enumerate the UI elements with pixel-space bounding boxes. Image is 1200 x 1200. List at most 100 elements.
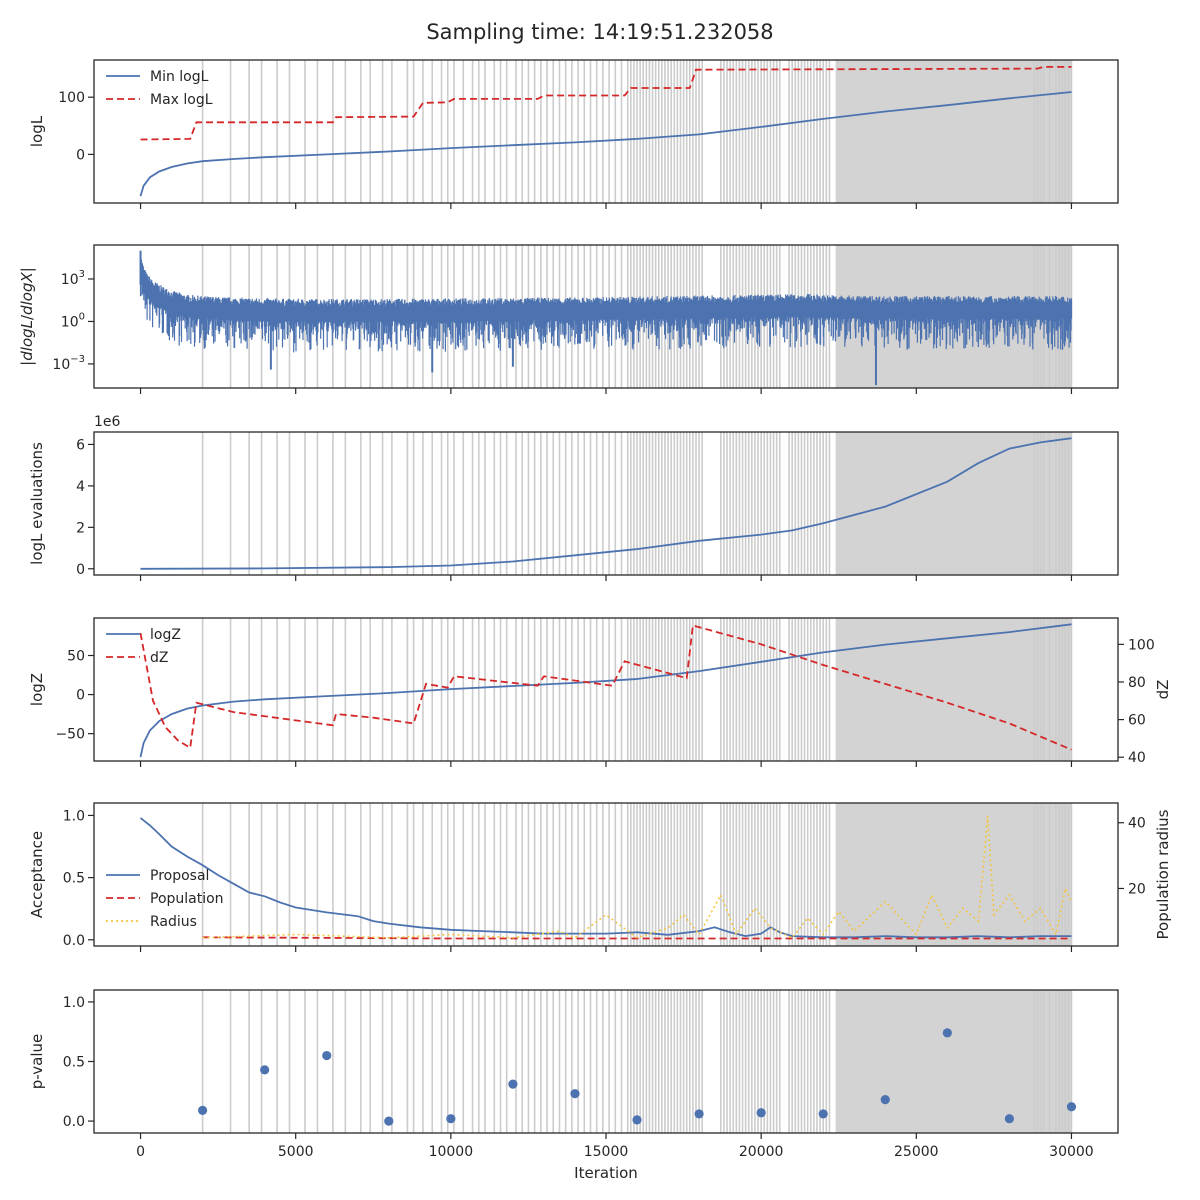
- pvalue-point: [384, 1116, 394, 1126]
- xtick-label: 15000: [584, 1144, 629, 1160]
- legend-label: logZ: [150, 627, 181, 643]
- legend-label: Proposal: [150, 868, 209, 884]
- xtick-label: 20000: [739, 1144, 784, 1160]
- pvalue-point: [198, 1105, 208, 1115]
- series-logl-evaluations: [140, 437, 1072, 570]
- ytick-right-label: 100: [1128, 637, 1155, 653]
- insertion-layer: [201, 60, 1073, 203]
- pvalue-point: [818, 1109, 828, 1119]
- legend-label: Population: [150, 891, 224, 907]
- insertion-shade: [835, 803, 1072, 946]
- series-proposal: [139, 817, 1072, 939]
- xtick-label: 10000: [429, 1144, 474, 1160]
- xtick-label: 5000: [278, 1144, 314, 1160]
- ytick-label: 4: [76, 479, 85, 495]
- yaxis-label-part: d: [18, 305, 36, 315]
- ytick-label: −50: [55, 727, 85, 743]
- insertion-layer: [201, 432, 1073, 575]
- ytick-label: 100: [58, 90, 85, 106]
- yaxis-label: logL evaluations: [28, 442, 46, 565]
- ytick-label: 103: [61, 269, 85, 288]
- series-population: [202, 936, 1072, 940]
- ytick-right-label: 60: [1128, 713, 1146, 729]
- panel-logl: 0 100 logL Min logL Max logL: [28, 59, 1119, 209]
- pvalue-point: [632, 1115, 642, 1125]
- ytick-right-label: 40: [1128, 816, 1146, 832]
- insertion-shade: [835, 990, 1072, 1133]
- insertion-shade: [835, 618, 1072, 761]
- yaxis-label-part: |: [18, 267, 36, 272]
- pvalue-point: [880, 1095, 890, 1105]
- ytick-label: 10−3: [52, 354, 85, 373]
- ytick-label: 0.0: [63, 1114, 85, 1130]
- yaxis-label-part: logL: [18, 320, 36, 351]
- yaxis-right-label: Population radius: [1154, 809, 1172, 939]
- xtick-label: 0: [136, 1144, 145, 1160]
- plot-layer: [139, 816, 1073, 940]
- legend-label: Min logL: [150, 69, 209, 85]
- ytick-label: 0.5: [63, 1055, 85, 1071]
- insertion-layer: [201, 803, 1073, 946]
- ytick-base: 10: [52, 357, 70, 373]
- pvalue-point: [756, 1108, 766, 1118]
- pvalue-point: [1004, 1114, 1014, 1124]
- ytick-label: 6: [76, 437, 85, 453]
- plot-layer: [198, 1028, 1077, 1126]
- figure-title: Sampling time: 14:19:51.232058: [426, 20, 774, 44]
- pvalue-point: [322, 1050, 332, 1061]
- series-dz: [139, 624, 1072, 751]
- panel-evals: 0 2 4 6 logL evaluations 1e6: [28, 414, 1119, 581]
- ytick-label: 1.0: [63, 808, 85, 824]
- xtick-label: 25000: [894, 1144, 939, 1160]
- yaxis-label: |dlogL/dlogX|: [18, 267, 36, 366]
- insertion-shade: [835, 60, 1072, 203]
- panel-pvalue: 0.0 0.5 1.0 0 5000 10000 15000 20000 25000 30000 I…: [28, 989, 1119, 1182]
- series-min-logl: [139, 91, 1072, 197]
- offset-label: 1e6: [94, 414, 121, 430]
- series-logz: [139, 623, 1072, 758]
- ytick-label: 2: [76, 520, 85, 536]
- ytick-base: 10: [61, 272, 79, 288]
- ytick-label: 0: [76, 147, 85, 163]
- plot-layer: [140, 437, 1072, 570]
- insertion-layer: [201, 990, 1073, 1133]
- yaxis-label-part: /: [18, 314, 36, 320]
- plot-layer: [139, 66, 1072, 197]
- pvalue-point: [1066, 1102, 1077, 1112]
- yaxis-label: logZ: [28, 673, 46, 706]
- ytick-right-label: 40: [1128, 750, 1146, 766]
- plot-layer: [139, 250, 1073, 386]
- pvalue-point: [694, 1109, 704, 1119]
- ytick-exponent: 3: [79, 269, 85, 280]
- pvalue-point: [446, 1114, 456, 1124]
- xtick-label: 30000: [1049, 1144, 1094, 1160]
- ytick-label: 50: [67, 649, 85, 665]
- ytick-right-label: 20: [1128, 881, 1146, 897]
- insertion-layer: [201, 618, 1073, 761]
- yaxis-label-part: |: [18, 361, 36, 366]
- ytick-exponent: −3: [70, 354, 85, 365]
- xaxis-label: Iteration: [574, 1164, 638, 1182]
- ytick-label: 0: [76, 688, 85, 704]
- pvalue-point: [570, 1089, 580, 1099]
- ytick-label: 0: [76, 562, 85, 578]
- panel-logz: −50 0 50 40 60 80 100 logZ dZ logZ dZ: [28, 617, 1172, 767]
- ytick-label: 0.0: [63, 933, 85, 949]
- yaxis-label: logL: [28, 115, 46, 147]
- ytick-exponent: 0: [79, 311, 85, 322]
- ytick-label: 100: [61, 311, 85, 330]
- legend-label: Max logL: [150, 92, 213, 108]
- pvalue-point: [508, 1079, 518, 1089]
- yaxis-label-part: d: [18, 351, 36, 361]
- yaxis-label-part: logX: [18, 272, 36, 306]
- yaxis-right-label: dZ: [1154, 680, 1172, 700]
- panel-accept: 0.0 0.5 1.0 20 40 Acceptance Population radius…: [28, 802, 1172, 952]
- legend-label: Radius: [150, 914, 197, 930]
- legend-label: dZ: [150, 650, 168, 666]
- insertion-shade: [835, 432, 1072, 575]
- ytick-label: 1.0: [63, 995, 85, 1011]
- series-max-logl: [140, 66, 1072, 141]
- ytick-base: 10: [61, 314, 79, 330]
- ytick-right-label: 80: [1128, 675, 1146, 691]
